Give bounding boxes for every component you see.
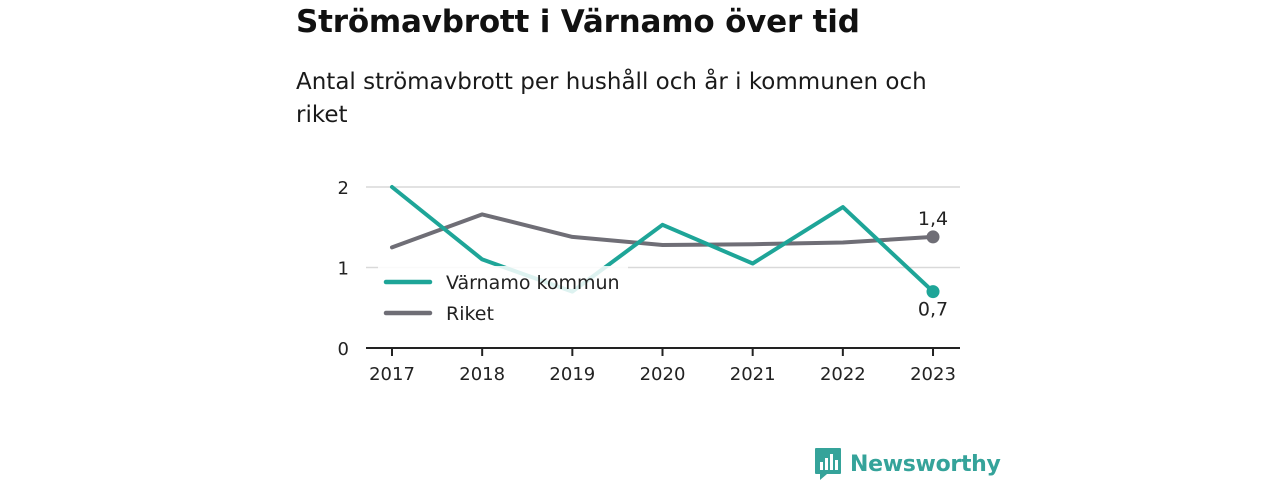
chart-title: Strömavbrott i Värnamo över tid	[296, 4, 860, 40]
end-label-riket: 1,4	[918, 208, 948, 230]
end-labels: 0,7 1,4	[918, 208, 948, 321]
y-tick-label: 1	[338, 259, 349, 280]
legend-label: Värnamo kommun	[446, 272, 620, 294]
chart-subtitle: Antal strömavbrott per hushåll och år i …	[296, 69, 927, 128]
x-tick-label: 2023	[910, 364, 956, 385]
x-tick-label: 2017	[369, 364, 415, 385]
end-dot-riket	[926, 230, 940, 244]
newsworthy-brand: Newsworthy	[814, 446, 1001, 482]
series-line-riket	[390, 212, 935, 250]
legend-backdrop	[378, 266, 628, 326]
y-tick-label: 2	[338, 178, 349, 199]
x-tick-label: 2019	[549, 364, 595, 385]
series-layer	[390, 185, 935, 294]
end-dot-varnamo	[926, 285, 940, 299]
x-tick-label: 2018	[459, 364, 505, 385]
x-tick-label: 2022	[820, 364, 866, 385]
axis-layer: 0 1 2 2017 2018 2019 2020 2021 2022 2023	[338, 178, 960, 385]
end-label-varnamo: 0,7	[918, 299, 948, 321]
legend: Värnamo kommun Riket	[378, 266, 628, 326]
series-line-varnamo	[390, 185, 935, 294]
x-tick-label: 2021	[730, 364, 776, 385]
y-tick-label: 0	[338, 339, 349, 360]
grid-layer	[366, 186, 960, 269]
x-tick-label: 2020	[640, 364, 686, 385]
newsworthy-logo-icon	[815, 448, 841, 480]
legend-label: Riket	[446, 303, 494, 325]
brand-name: Newsworthy	[850, 451, 1001, 477]
